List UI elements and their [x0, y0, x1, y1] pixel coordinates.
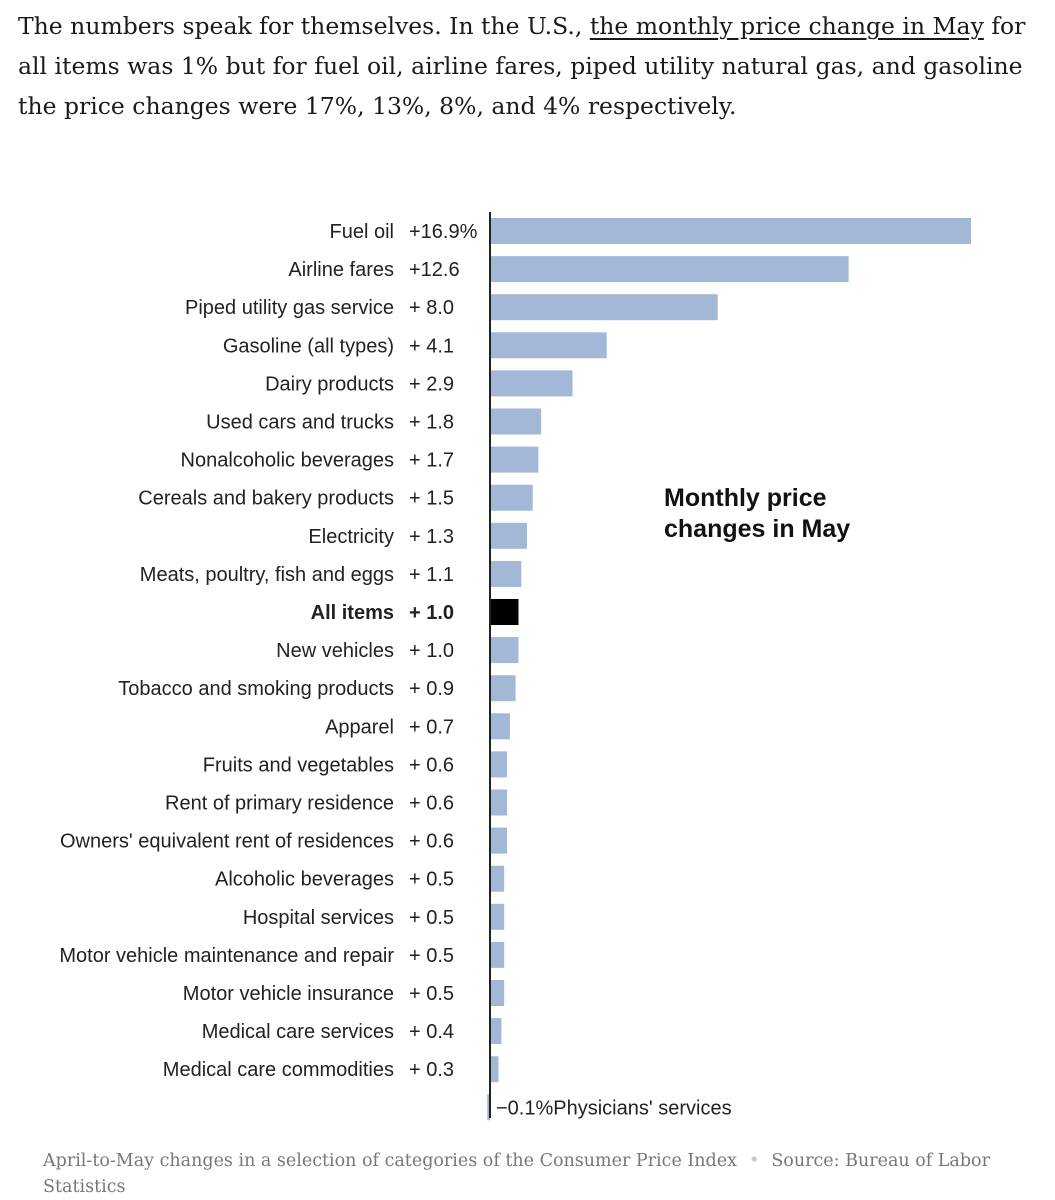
value-label-motor-vehicle-insurance: + 0.5 [409, 983, 454, 1005]
category-label-meats-poultry-fish-and-eggs: Meats, poultry, fish and eggs [140, 564, 394, 586]
bar-fruits-and-vegetables [490, 751, 508, 778]
category-label-apparel: Apparel [325, 716, 394, 738]
value-label-all-items: + 1.0 [409, 602, 454, 624]
article-text-before: The numbers speak for themselves. In the… [18, 12, 590, 40]
value-label-apparel: + 0.7 [409, 716, 454, 738]
value-label-medical-care-services: + 0.4 [409, 1021, 454, 1043]
category-label-dairy-products: Dairy products [265, 373, 394, 395]
value-label-motor-vehicle-maintenance-and-repair: + 0.5 [409, 945, 454, 967]
category-label-motor-vehicle-maintenance-and-repair: Motor vehicle maintenance and repair [59, 945, 394, 967]
bar-used-cars-and-trucks [490, 408, 542, 435]
bar-motor-vehicle-insurance [490, 980, 505, 1006]
bar-fuel-oil [490, 218, 971, 244]
value-label-meats-poultry-fish-and-eggs: + 1.1 [409, 564, 454, 586]
bar-electricity [490, 522, 527, 549]
chart-title-line: Monthly price [664, 484, 827, 512]
category-label-electricity: Electricity [308, 526, 394, 548]
value-label-physicians-services: −0.1% [496, 1097, 553, 1119]
category-label-fruits-and-vegetables: Fruits and vegetables [203, 754, 394, 776]
category-label-fuel-oil: Fuel oil [330, 221, 394, 243]
category-label-motor-vehicle-insurance: Motor vehicle insurance [183, 983, 394, 1005]
category-label-used-cars-and-trucks: Used cars and trucks [206, 412, 394, 434]
category-label-hospital-services: Hospital services [243, 907, 394, 929]
category-label-owners-equivalent-rent-of-residences: Owners' equivalent rent of residences [60, 831, 394, 853]
chart-bars [487, 218, 971, 1121]
value-label-alcoholic-beverages: + 0.5 [409, 869, 454, 891]
bar-motor-vehicle-maintenance-and-repair [490, 941, 505, 968]
category-label-medical-care-services: Medical care services [202, 1021, 394, 1043]
category-label-airline-fares: Airline fares [288, 259, 394, 281]
bar-dairy-products [490, 370, 573, 397]
category-label-new-vehicles: New vehicles [276, 640, 394, 662]
bar-physicians-services [487, 1094, 490, 1121]
chart-title-line: changes in May [664, 515, 850, 543]
bar-tobacco-and-smoking-products [490, 675, 516, 702]
bar-apparel [490, 713, 510, 740]
price-change-bar-chart: Fuel oil +16.9% Airline fares +12.6 Piped ut… [59, 212, 971, 1121]
value-label-cereals-and-bakery-products: + 1.5 [409, 488, 454, 510]
bar-piped-utility-gas-service [490, 294, 718, 321]
article-text-after: for all items was 1% but for fuel oil, a… [18, 12, 1026, 120]
value-label-gasoline-all-types: + 4.1 [409, 335, 454, 357]
bar-medical-care-services [490, 1018, 502, 1045]
category-label-rent-of-primary-residence: Rent of primary residence [165, 793, 394, 815]
value-label-hospital-services: + 0.5 [409, 907, 454, 929]
value-label-rent-of-primary-residence: + 0.6 [409, 793, 454, 815]
value-label-airline-fares: +12.6 [409, 259, 460, 281]
bar-hospital-services [490, 903, 505, 930]
value-label-electricity: + 1.3 [409, 526, 454, 548]
category-label-all-items: All items [311, 602, 394, 624]
caption-source: Source: Bureau of Labor Statistics [43, 1151, 990, 1197]
chart-title: Monthly price changes in May [664, 484, 850, 543]
bar-medical-care-commodities [490, 1056, 499, 1083]
bar-label-physicians-services: −0.1%Physicians' services [496, 1097, 732, 1119]
value-label-nonalcoholic-beverages: + 1.7 [409, 450, 454, 472]
value-label-new-vehicles: + 1.0 [409, 640, 454, 662]
chart-labels: Fuel oil +16.9% Airline fares +12.6 Piped ut… [59, 221, 731, 1119]
category-label-medical-care-commodities: Medical care commodities [163, 1059, 394, 1081]
value-label-medical-care-commodities: + 0.3 [409, 1059, 454, 1081]
chart-caption: April-to-May changes in a selection of c… [43, 1148, 1003, 1200]
value-label-used-cars-and-trucks: + 1.8 [409, 412, 454, 434]
value-label-tobacco-and-smoking-products: + 0.9 [409, 678, 454, 700]
category-label-cereals-and-bakery-products: Cereals and bakery products [138, 488, 394, 510]
category-label-alcoholic-beverages: Alcoholic beverages [215, 869, 394, 891]
category-label-tobacco-and-smoking-products: Tobacco and smoking products [118, 678, 394, 700]
bar-new-vehicles [490, 637, 519, 664]
article-paragraph: The numbers speak for themselves. In the… [18, 6, 1038, 126]
bar-all-items [490, 599, 519, 625]
bar-rent-of-primary-residence [490, 789, 508, 816]
value-label-fruits-and-vegetables: + 0.6 [409, 754, 454, 776]
bar-meats-poultry-fish-and-eggs [490, 560, 522, 587]
category-label-nonalcoholic-beverages: Nonalcoholic beverages [181, 450, 394, 472]
caption-separator-dot: • [748, 1151, 760, 1171]
value-label-fuel-oil: +16.9% [409, 221, 478, 243]
caption-description: April-to-May changes in a selection of c… [43, 1151, 737, 1171]
category-label-physicians-services: Physicians' services [553, 1097, 731, 1119]
category-label-piped-utility-gas-service: Piped utility gas service [185, 297, 394, 319]
value-label-owners-equivalent-rent-of-residences: + 0.6 [409, 831, 454, 853]
category-label-gasoline-all-types: Gasoline (all types) [223, 335, 394, 357]
value-label-dairy-products: + 2.9 [409, 373, 454, 395]
bar-alcoholic-beverages [490, 865, 505, 892]
monthly-price-change-link[interactable]: the monthly price change in May [589, 12, 984, 40]
bar-gasoline-all-types [490, 332, 607, 359]
value-label-piped-utility-gas-service: + 8.0 [409, 297, 454, 319]
bar-nonalcoholic-beverages [490, 446, 539, 473]
bar-airline-fares [490, 256, 849, 283]
bar-owners-equivalent-rent-of-residences [490, 827, 508, 854]
bar-cereals-and-bakery-products [490, 484, 533, 511]
